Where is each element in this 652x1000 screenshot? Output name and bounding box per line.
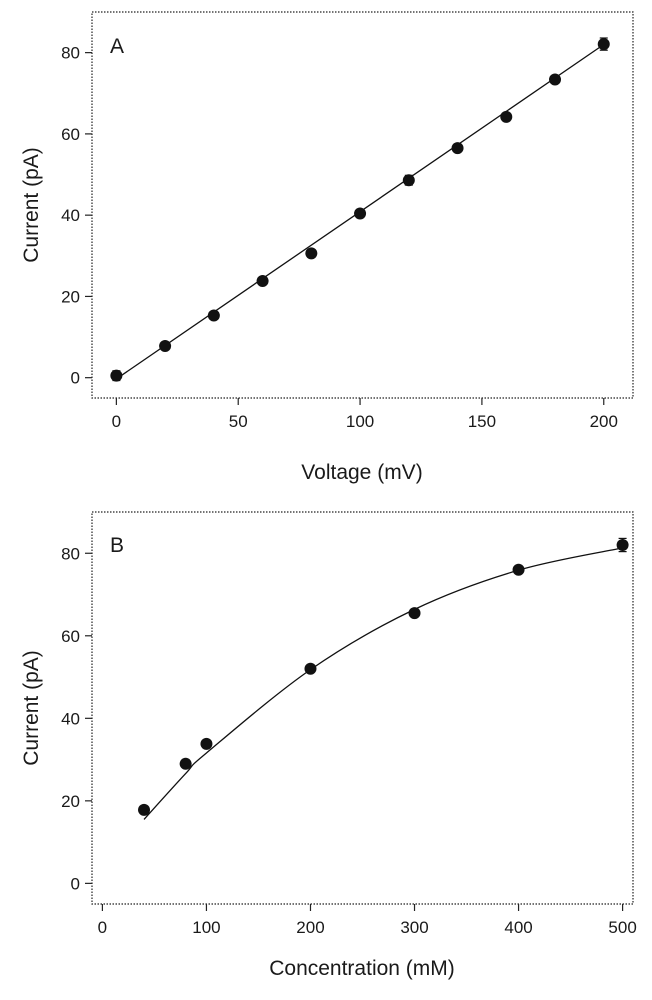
y-tick-label: 20 [61,792,80,811]
points-a [110,37,610,382]
x-axis-title-b: Concentration (mM) [269,957,455,980]
chart-a: 0 50 100 150 200 0 20 40 60 80 A Voltage (mV) Cu… [20,11,634,484]
x-axis-title-a: Voltage (mV) [301,461,422,484]
x-tick-label: 150 [468,412,496,431]
y-tick-label: 60 [61,125,80,144]
x-tick-label: 100 [346,412,374,431]
x-tick-label: 50 [229,412,248,431]
x-tick-label: 300 [400,918,428,937]
data-point [179,757,192,770]
y-axis-title-a: Current (pA) [20,147,43,263]
panel-label-b: B [110,534,124,557]
x-ticks-b: 0 100 200 300 400 500 [98,904,637,937]
y-tick-label: 0 [71,369,80,388]
data-point [354,207,367,220]
x-tick-label: 100 [192,918,220,937]
y-tick-label: 40 [61,709,80,728]
y-tick-label: 80 [61,44,80,63]
data-point [402,174,415,187]
fit-b [143,547,623,820]
y-tick-label: 60 [61,627,80,646]
y-ticks-b: 0 20 40 60 80 [61,544,92,893]
x-ticks-a: 0 50 100 150 200 [112,398,618,431]
plot-frame-b [91,511,634,905]
y-tick-label: 40 [61,206,80,225]
x-tick-label: 0 [98,918,107,937]
x-tick-label: 400 [504,918,532,937]
data-point [512,563,525,576]
data-point [616,539,629,552]
data-point [549,73,562,86]
y-tick-label: 80 [61,544,80,563]
data-point [451,142,464,155]
y-tick-label: 20 [61,287,80,306]
data-point [597,38,610,51]
data-point [304,662,317,675]
data-point [305,247,318,260]
data-point [256,274,269,287]
data-point [500,110,513,123]
data-point [408,607,421,620]
panel-label-a: A [110,35,124,58]
y-ticks-a: 0 20 40 60 80 [61,44,92,388]
y-tick-label: 0 [71,874,80,893]
y-axis-title-b: Current (pA) [20,650,43,766]
fit-curve [143,547,623,820]
x-tick-label: 200 [296,918,324,937]
x-tick-label: 200 [590,412,618,431]
data-point [200,737,213,750]
data-point [110,369,123,382]
data-point [138,803,151,816]
chart-b: 0 100 200 300 400 500 0 20 40 60 80 B Concentrati… [20,511,637,980]
x-tick-label: 0 [112,412,121,431]
data-point [207,309,220,322]
points-b [138,537,629,816]
x-tick-label: 500 [608,918,636,937]
plot-frame-a [91,11,634,399]
data-point [159,339,172,352]
